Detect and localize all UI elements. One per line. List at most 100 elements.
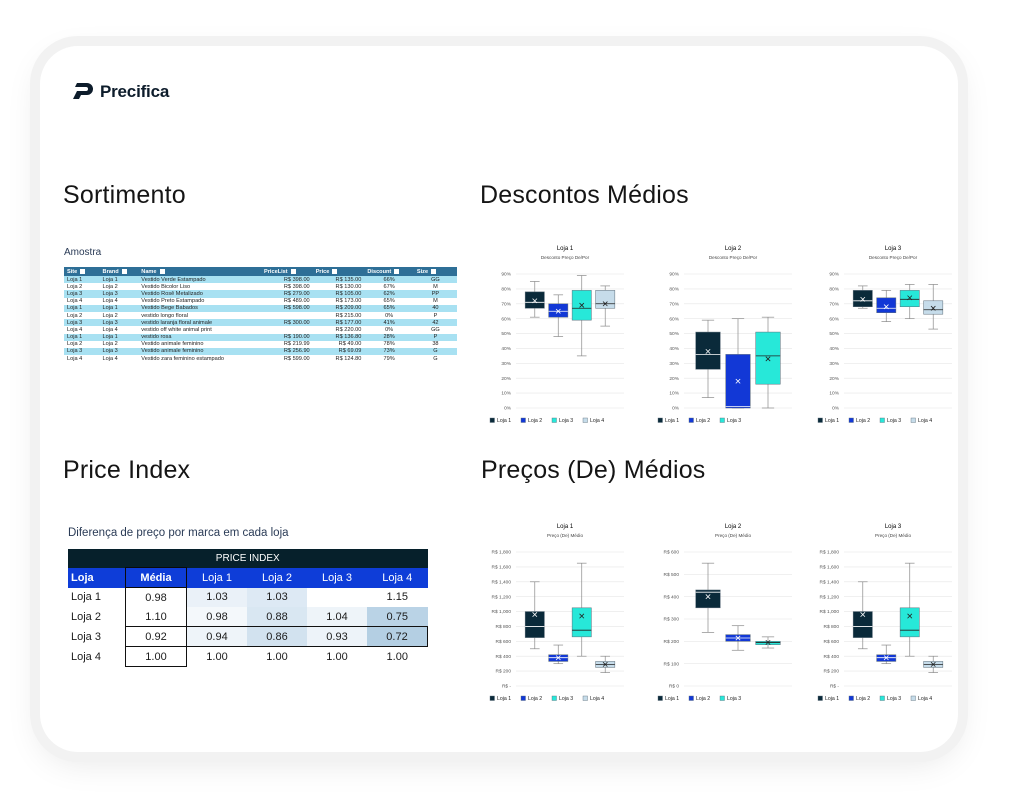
col-header-price[interactable]: Price [312,267,365,276]
y-tick-label: 10% [669,391,679,397]
pi-cell: 0.94 [186,626,247,647]
y-tick-label: R$ 1,600 [820,564,840,570]
table-cell: 0% [364,311,414,320]
legend-label: Loja 2 [856,418,870,424]
filter-icon[interactable] [289,268,297,275]
table-row: Loja 2 1.10 0.98 0.88 1.04 0.75 [68,607,428,627]
table-cell: 65% [364,297,414,305]
legend-label: Loja 2 [696,418,710,424]
mean-marker [883,655,889,661]
legend-swatch [817,417,823,423]
price-index-table: PRICE INDEX Loja Média Loja 1 Loja 2 Loj… [68,549,428,667]
y-tick-label: R$ 800 [496,624,512,630]
table-cell: GG [413,326,457,334]
filter-icon[interactable] [158,268,166,275]
table-cell [261,326,313,334]
table-row: Loja 2 Loja 2 Vestido Bicolor Liso R$ 398.0… [64,283,457,291]
mean-marker [883,304,889,310]
legend-label: Loja 4 [918,418,932,424]
table-cell: Loja 1 [64,276,100,284]
y-tick-label: 0% [832,406,840,412]
table-cell: Loja 1 [64,333,100,341]
col-header-size[interactable]: Size [413,267,457,276]
table-cell: 40 [413,304,457,312]
y-tick-label: 50% [669,331,679,337]
y-tick-label: R$ - [502,684,511,690]
table-cell: R$ 220.00 [312,326,365,334]
y-tick-label: 60% [829,316,839,322]
table-cell: vestido laranja floral animale [138,319,262,327]
y-tick-label: R$ 100 [664,661,680,667]
table-cell: Vestido animale feminino [138,347,262,356]
y-tick-label: R$ 1,000 [820,609,840,615]
box-loja-3 [899,290,920,308]
y-tick-label: 90% [669,272,679,278]
col-header-discount[interactable]: Discount [364,267,414,276]
table-cell: R$ 219.99 [261,340,313,348]
col-header-brand[interactable]: Brand [99,267,139,276]
col-header-name[interactable]: Name [138,267,262,276]
boxplot-chart: Loja 2 Desconto Preço De/Por 0% 10% 20% 30% 40… [657,246,792,424]
price-index-caption: Diferença de preço por marca em cada loj… [68,527,289,539]
filter-icon[interactable] [79,268,87,275]
legend-label: Loja 3 [559,696,573,702]
table-row: Loja 3 Loja 3 vestido laranja floral anima… [64,319,457,327]
y-tick-label: R$ 1,800 [820,550,840,556]
table-cell: R$ 279.00 [261,290,313,298]
filter-icon[interactable] [393,268,401,275]
table-cell: Vestido Verde Estampado [138,276,262,284]
table-cell: 38 [413,340,457,348]
y-tick-label: R$ 200 [664,639,680,645]
col-header-site[interactable]: Site [64,267,100,276]
y-tick-label: 80% [829,286,839,292]
table-cell: Vestido Preto Estampado [138,297,262,305]
filter-icon[interactable] [430,268,438,275]
table-cell: Loja 3 [99,290,139,298]
col-header-pricelist[interactable]: PriceList [261,267,313,276]
legend-swatch [719,417,725,423]
boxplot-chart: Loja 3 Desconto Preço De/Por 0% 10% 20% 30% 40… [817,246,952,424]
filter-icon[interactable] [331,268,339,275]
pi-col-header: Loja 4 [367,567,428,588]
y-tick-label: R$ 800 [824,624,840,630]
table-row: Loja 4 1.00 1.00 1.00 1.00 1.00 [68,646,428,667]
legend-label: Loja 1 [825,418,839,424]
boxplot-chart: Loja 1 Preço (De) Médio R$ - R$ 200 R$ 400 R$… [489,524,624,702]
table-cell: vestido off white animal print [138,326,262,334]
table-cell: M [413,297,457,305]
legend-swatch [719,695,725,701]
chart-subtitle: Preço (De) Médio [875,533,911,538]
pi-cell: 1.00 [307,646,367,667]
table-cell: R$ 598.00 [261,304,313,312]
filter-icon[interactable] [120,268,128,275]
legend-label: Loja 4 [590,696,604,702]
table-cell: Loja 4 [64,355,100,363]
legend-label: Loja 3 [559,418,573,424]
box-loja-2 [876,297,897,313]
box-loja-3 [755,331,781,385]
pi-cell: 0.92 [125,626,187,647]
table-cell: Loja 2 [99,311,139,320]
pi-row-label: Loja 3 [71,630,101,643]
table-cell: Loja 2 [64,283,100,291]
chart-subtitle: Preço (De) Médio [547,533,583,538]
table-cell: Loja 2 [64,311,100,320]
chart-title: Loja 3 [885,246,902,252]
box-loja-1 [852,290,873,308]
box-loja-1 [852,611,873,638]
y-tick-label: 40% [501,346,511,352]
table-cell: Loja 4 [99,355,139,363]
pi-col-header: Loja 1 [186,567,247,588]
table-cell: 73% [364,347,414,356]
pi-cell: 1.03 [247,587,307,607]
chart-subtitle: Preço (De) Médio [715,533,751,538]
y-tick-label: 30% [829,361,839,367]
mean-marker [860,612,866,618]
table-cell: M [413,283,457,291]
table-cell: R$ 49.00 [312,340,365,348]
legend-swatch [657,417,663,423]
table-cell: R$ 256.90 [261,347,313,356]
y-tick-label: 30% [669,361,679,367]
mean-marker [765,356,771,362]
legend-label: Loja 4 [918,696,932,702]
